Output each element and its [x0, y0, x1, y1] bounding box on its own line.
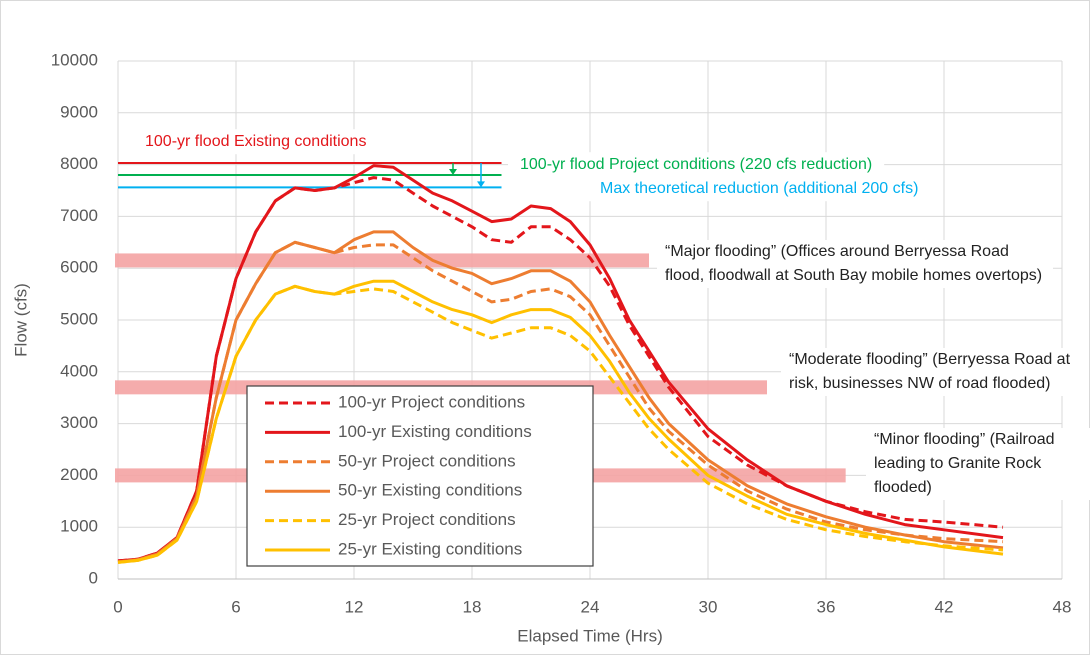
x-tick-label: 42 [935, 597, 954, 616]
y-tick-label: 8000 [60, 154, 98, 173]
legend: 100-yr Project conditions 100-yr Existing… [246, 385, 594, 567]
y-tick-label: 10000 [51, 50, 98, 69]
reduction-arrow-head [449, 168, 457, 175]
x-tick-label: 12 [345, 597, 364, 616]
legend-label: 25-yr Project conditions [338, 510, 516, 529]
legend-label: 50-yr Existing conditions [338, 481, 522, 500]
legend-label: 25-yr Existing conditions [338, 539, 522, 558]
x-tick-label: 30 [699, 597, 718, 616]
reduction-arrow-head [477, 181, 485, 188]
band-label: “Minor flooding” (Railroad leading to Gr… [866, 428, 1090, 500]
reference-label: Max theoretical reduction (additional 20… [600, 180, 918, 197]
y-tick-label: 9000 [60, 102, 98, 121]
series-line [117, 164, 1004, 563]
x-axis-title: Elapsed Time (Hrs) [517, 626, 662, 645]
reference-label-bg [508, 152, 885, 178]
y-tick-label: 2000 [60, 465, 98, 484]
band-label: “Major flooding” (Offices around Berryes… [657, 240, 1053, 288]
y-tick-label: 7000 [60, 206, 98, 225]
series-line [117, 279, 1004, 564]
x-tick-label: 48 [1053, 597, 1072, 616]
reference-label: 100-yr flood Project conditions (220 cfs… [520, 156, 872, 173]
x-tick-label: 18 [463, 597, 482, 616]
reference-label-bg [133, 129, 379, 155]
legend-label: 100-yr Project conditions [338, 392, 525, 411]
y-tick-label: 1000 [60, 517, 98, 536]
y-tick-label: 0 [89, 568, 98, 587]
reference-label: 100-yr flood Existing conditions [145, 133, 366, 150]
y-axis-title: Flow (cfs) [11, 283, 30, 357]
reference-label-bg [588, 176, 931, 202]
y-tick-label: 5000 [60, 309, 98, 328]
y-tick-label: 3000 [60, 413, 98, 432]
series-line [117, 230, 1004, 564]
labels: 100-yr flood Existing conditions 100-yr f… [133, 129, 931, 202]
flood-band [115, 253, 649, 268]
reference-lines [118, 162, 502, 189]
legend-label: 50-yr Project conditions [338, 451, 516, 470]
legend-label: 100-yr Existing conditions [338, 422, 532, 441]
series-lines [117, 164, 1004, 564]
x-tick-label: 36 [817, 597, 836, 616]
series-line [117, 240, 1004, 564]
y-tick-label: 6000 [60, 258, 98, 277]
x-tick-label: 6 [231, 597, 240, 616]
y-tick-label: 4000 [60, 361, 98, 380]
x-tick-label: 24 [581, 597, 600, 616]
band-label: “Moderate flooding” (Berryessa Road at r… [781, 348, 1089, 396]
legend-box [246, 385, 594, 567]
x-tick-label: 0 [113, 597, 122, 616]
series-line [117, 176, 1004, 563]
